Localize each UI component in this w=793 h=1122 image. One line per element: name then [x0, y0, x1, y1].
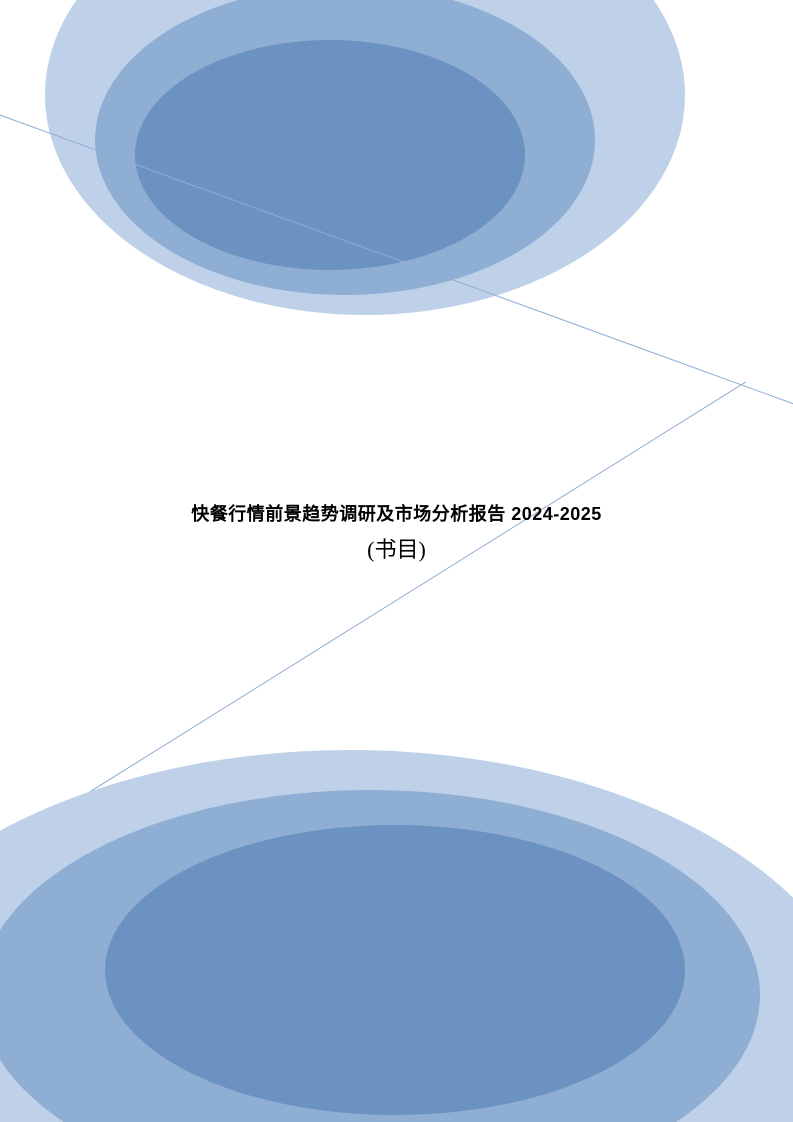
bottom-ellipse-inner: [105, 825, 685, 1115]
report-title: 快餐行情前景趋势调研及市场分析报告 2024-2025: [0, 500, 793, 526]
report-cover-page: 快餐行情前景趋势调研及市场分析报告 2024-2025 (书目): [0, 0, 793, 1122]
title-block: 快餐行情前景趋势调研及市场分析报告 2024-2025 (书目): [0, 500, 793, 564]
report-subtitle: (书目): [0, 532, 793, 564]
